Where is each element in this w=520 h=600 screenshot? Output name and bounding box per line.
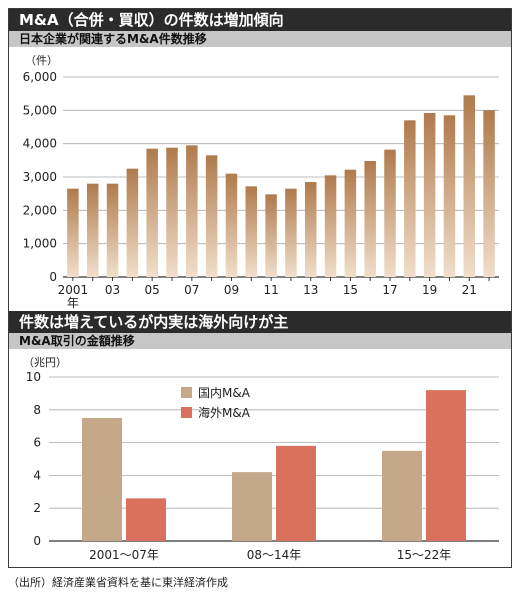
x-category-label: 15～22年	[397, 548, 452, 562]
bar-06	[166, 147, 178, 277]
y-tick-label: 10	[26, 370, 41, 384]
y-tick-label: 2,000	[23, 203, 57, 217]
bottom-title: 件数は増えているが内実は海外向けが主	[9, 311, 511, 333]
bar-14	[324, 175, 337, 277]
bar-11	[265, 194, 277, 277]
amount-bar-chart: （兆円） 0 2 4 6 8 10 2001～07年 08～14年 15～22年 国内M&A 海外M&…	[23, 356, 499, 562]
x-tick-label: 17	[382, 283, 397, 297]
legend-swatch-0	[181, 387, 192, 398]
top-title: M&A（合併・買収）の件数は増加傾向	[9, 9, 511, 31]
bar-09	[225, 173, 238, 277]
bar-02	[86, 183, 99, 277]
y-axis-unit-label: （件）	[25, 54, 58, 67]
x-tick-label: 03	[105, 283, 120, 297]
x-tick-label: 11	[263, 283, 278, 297]
source-note: （出所）経済産業省資料を基に東洋経済作成	[8, 576, 228, 589]
figure-frame: M&A（合併・買収）の件数は増加傾向 日本企業が関連するM&A件数推移 （件） 0…	[8, 8, 512, 568]
count-bar-chart: （件） 0 1,000 2,000 3,000 4,000 5,000 6,000 2001 03…	[23, 54, 499, 309]
y-tick-label: 6	[33, 436, 41, 450]
x-category-label: 2001～07年	[89, 548, 159, 562]
bottom-subtitle: M&A取引の金額推移	[9, 333, 511, 349]
bar-03	[106, 183, 119, 277]
legend-swatch-1	[181, 407, 192, 418]
x-category-label: 08～14年	[247, 548, 302, 562]
bar-08	[205, 155, 218, 277]
bar-05	[146, 148, 158, 277]
bar-domestic-1	[232, 472, 272, 541]
top-subtitle: 日本企業が関連するM&A件数推移	[9, 31, 511, 47]
y-tick-label: 6,000	[23, 70, 57, 84]
bar-overseas-2	[426, 390, 466, 541]
x-tick-label: 09	[224, 283, 239, 297]
bar-13	[304, 182, 317, 277]
y-tick-label: 4	[33, 468, 41, 482]
y-tick-label: 0	[33, 534, 41, 548]
bar-2001	[67, 188, 79, 277]
y-tick-label: 8	[33, 403, 41, 417]
bar-07	[186, 145, 198, 277]
x-tick-label: 05	[145, 283, 160, 297]
bar-04	[126, 168, 139, 277]
bar-20	[443, 115, 456, 277]
bar-16	[364, 161, 376, 277]
bar-17	[384, 149, 396, 277]
y-tick-label: 2	[33, 501, 41, 515]
legend-label-1: 海外M&A	[198, 405, 251, 420]
x-tick-label: 21	[462, 283, 477, 297]
bar-22	[483, 110, 495, 277]
y-tick-label: 3,000	[23, 170, 57, 184]
x-tick-label: 19	[422, 283, 437, 297]
bar-domestic-2	[382, 450, 422, 541]
x-year-suffix: 年	[67, 296, 79, 309]
y-axis-unit-label: （兆円）	[23, 356, 67, 369]
y-tick-label: 5,000	[23, 103, 57, 117]
y-tick-label: 1,000	[23, 237, 57, 251]
bar-10	[245, 186, 258, 277]
y-tick-label: 4,000	[23, 137, 57, 151]
x-tick-label: 07	[184, 283, 199, 297]
legend-label-0: 国内M&A	[198, 386, 251, 400]
bar-domestic-0	[82, 418, 122, 541]
bar-18	[404, 120, 416, 277]
x-tick-label: 13	[303, 283, 318, 297]
bar-15	[344, 169, 357, 277]
bar-12	[285, 188, 297, 277]
y-tick-label: 0	[49, 270, 57, 284]
bar-21	[463, 95, 476, 277]
x-tick-label: 2001	[58, 283, 89, 297]
bar-19	[423, 113, 436, 277]
x-tick-label: 15	[343, 283, 358, 297]
bar-overseas-1	[276, 445, 316, 541]
bar-overseas-0	[126, 498, 166, 541]
